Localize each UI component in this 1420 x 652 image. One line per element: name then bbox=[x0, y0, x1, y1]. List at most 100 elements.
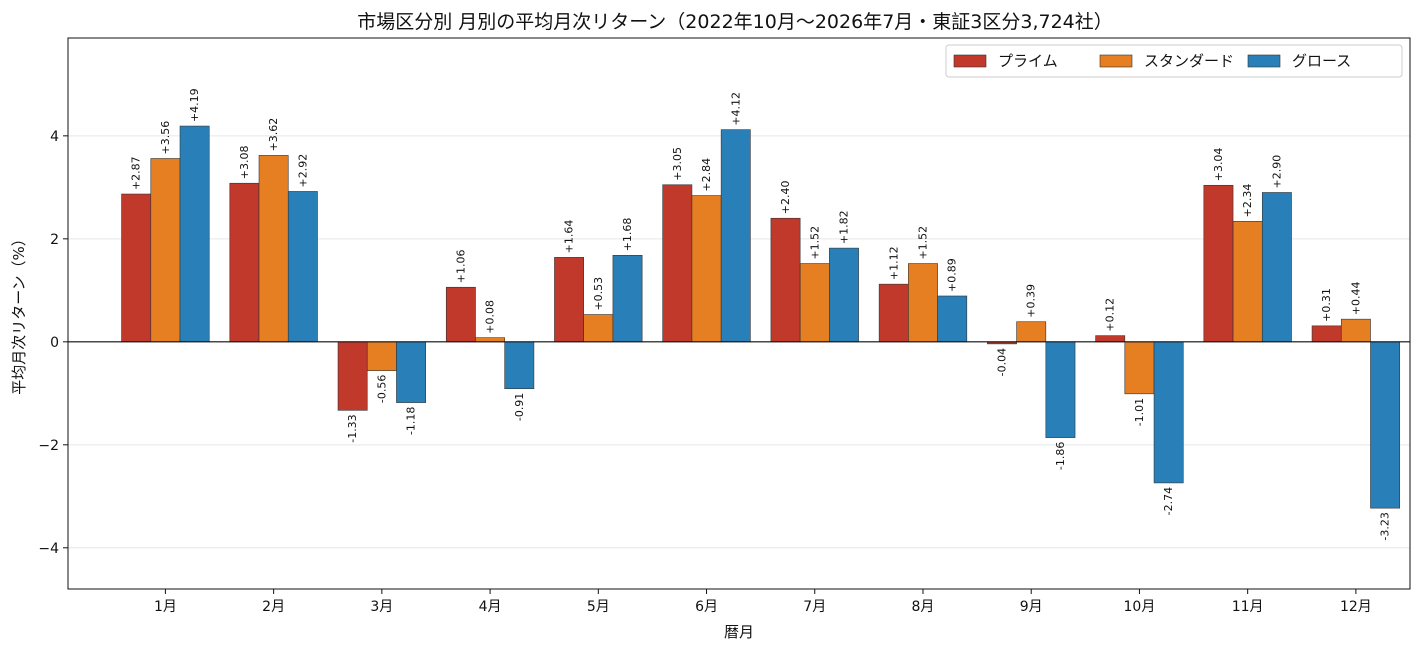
bar bbox=[229, 182, 260, 343]
bar bbox=[770, 217, 801, 343]
data-label: +4.19 bbox=[188, 88, 201, 122]
bar bbox=[829, 247, 859, 343]
x-tick-label: 3月 bbox=[370, 599, 393, 615]
legend-box bbox=[945, 44, 1403, 78]
x-tick-label: 10月 bbox=[1124, 599, 1156, 615]
data-label: +1.06 bbox=[454, 250, 467, 284]
legend-swatch bbox=[1099, 54, 1133, 68]
bar bbox=[179, 125, 210, 343]
bar bbox=[504, 341, 535, 389]
legend-label: グロース bbox=[1292, 52, 1351, 70]
bar bbox=[1095, 335, 1126, 343]
bar bbox=[1232, 221, 1263, 343]
x-tick-label: 1月 bbox=[154, 599, 177, 615]
data-label: -1.01 bbox=[1133, 398, 1146, 426]
data-label: +1.52 bbox=[916, 226, 929, 260]
data-label: +0.31 bbox=[1320, 288, 1333, 322]
bar bbox=[287, 191, 318, 343]
bar bbox=[337, 341, 368, 411]
data-label: +3.62 bbox=[267, 118, 280, 152]
chart-title: 市場区分別 月別の平均月次リターン（2022年10月〜2026年7月・東証3区分… bbox=[357, 11, 1113, 33]
data-label: +3.04 bbox=[1212, 148, 1225, 182]
bar bbox=[662, 184, 693, 343]
data-label: -1.18 bbox=[405, 407, 418, 435]
x-tick-label: 12月 bbox=[1340, 599, 1372, 615]
data-label: +0.44 bbox=[1349, 281, 1362, 315]
data-label: +3.56 bbox=[159, 121, 172, 155]
data-label: +4.12 bbox=[729, 92, 742, 126]
bar bbox=[583, 314, 614, 343]
bar bbox=[1153, 341, 1184, 484]
y-tick-label: 4 bbox=[50, 129, 59, 145]
data-label: -1.86 bbox=[1054, 442, 1067, 470]
x-tick-label: 11月 bbox=[1232, 599, 1264, 615]
y-tick-label: 0 bbox=[50, 335, 59, 351]
plot-frame bbox=[67, 37, 1411, 590]
bar bbox=[720, 129, 751, 343]
legend-swatch bbox=[953, 54, 987, 68]
x-tick-label: 4月 bbox=[479, 599, 502, 615]
data-label: +2.40 bbox=[779, 181, 792, 215]
y-tick-label: −4 bbox=[38, 541, 59, 557]
x-tick-label: 6月 bbox=[695, 599, 718, 615]
x-tick-label: 9月 bbox=[1020, 599, 1043, 615]
data-label: -1.33 bbox=[346, 414, 359, 442]
bar bbox=[1045, 341, 1076, 438]
bars bbox=[121, 125, 1401, 509]
data-label: +3.08 bbox=[238, 145, 251, 179]
legend-label: スタンダード bbox=[1144, 52, 1234, 70]
axes: −4 −2 0 2 4 1月 2月 3月 4月 5月 6月 7月 8月 9月 10月 11月 12月 bbox=[38, 37, 1411, 615]
data-label: -0.04 bbox=[995, 348, 1008, 376]
data-label: +0.89 bbox=[946, 258, 959, 292]
y-tick-label: 2 bbox=[50, 232, 59, 248]
bar bbox=[258, 155, 289, 343]
bar bbox=[121, 193, 152, 343]
data-label: +0.08 bbox=[484, 300, 497, 334]
bar bbox=[1261, 192, 1292, 343]
bar bbox=[396, 341, 426, 403]
bar bbox=[150, 158, 181, 343]
data-label: +2.34 bbox=[1241, 184, 1254, 218]
legend-swatch bbox=[1247, 54, 1281, 68]
bar bbox=[691, 195, 722, 343]
bar bbox=[1016, 321, 1047, 343]
bar bbox=[475, 337, 505, 343]
data-label: +0.53 bbox=[592, 277, 605, 311]
data-label: +1.12 bbox=[887, 246, 900, 280]
x-tick-label: 7月 bbox=[803, 599, 826, 615]
bar bbox=[799, 263, 830, 343]
y-axis-label: 平均月次リターン（%） bbox=[10, 231, 28, 395]
data-label: +2.92 bbox=[296, 154, 309, 188]
bar bbox=[1370, 341, 1401, 509]
bar bbox=[1203, 184, 1234, 343]
data-labels: +2.87 +3.56 +4.19 +3.08 +3.62 +2.92 -1.33 -0.56… bbox=[130, 88, 1392, 540]
legend-label: プライム bbox=[998, 52, 1058, 70]
bar bbox=[908, 263, 938, 343]
bar bbox=[1124, 341, 1155, 395]
x-tick-label: 8月 bbox=[912, 599, 935, 615]
y-tick-label: −2 bbox=[38, 438, 59, 454]
bar bbox=[554, 257, 584, 343]
data-label: +0.12 bbox=[1104, 298, 1117, 332]
x-tick-label: 5月 bbox=[587, 599, 610, 615]
data-label: +1.82 bbox=[837, 210, 850, 244]
data-label: +1.52 bbox=[808, 226, 821, 260]
data-label: -3.23 bbox=[1379, 512, 1392, 540]
bar bbox=[937, 295, 968, 343]
data-label: -2.74 bbox=[1162, 487, 1175, 515]
data-label: -0.91 bbox=[513, 393, 526, 421]
data-label: -0.56 bbox=[375, 375, 388, 403]
legend: プライム スタンダード グロース bbox=[945, 44, 1403, 78]
data-label: +2.90 bbox=[1270, 155, 1283, 189]
data-label: +3.05 bbox=[671, 147, 684, 181]
x-tick-label: 2月 bbox=[262, 599, 285, 615]
data-label: +1.64 bbox=[563, 220, 576, 254]
bar bbox=[1311, 325, 1342, 343]
bar bbox=[366, 341, 397, 371]
bar bbox=[445, 286, 476, 343]
x-axis-label: 暦月 bbox=[724, 623, 754, 641]
bar bbox=[878, 283, 909, 343]
bar bbox=[612, 255, 643, 343]
